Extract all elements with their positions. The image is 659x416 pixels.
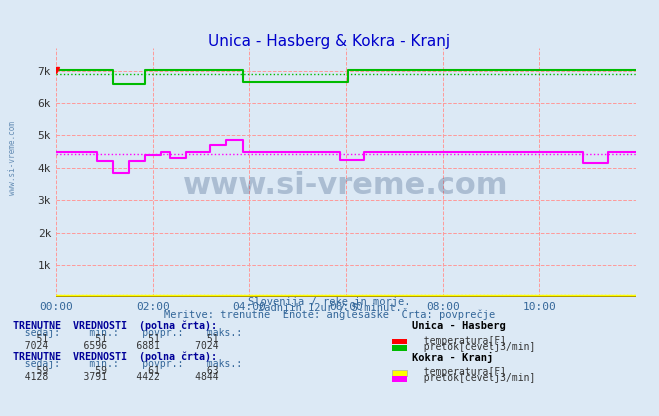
- Text: Slovenija / reke in morje.: Slovenija / reke in morje.: [248, 297, 411, 307]
- Text: zadnjih 12ur / 5 minut.: zadnjih 12ur / 5 minut.: [258, 303, 401, 313]
- Text: 4128      3791     4422      4844: 4128 3791 4422 4844: [13, 372, 219, 382]
- Text: www.si-vreme.com: www.si-vreme.com: [183, 171, 509, 200]
- Text: TRENUTNE  VREDNOSTI  (polna črta):: TRENUTNE VREDNOSTI (polna črta):: [13, 352, 217, 362]
- Text: temperatura[F]: temperatura[F]: [412, 367, 506, 377]
- Text: 51        51       51        51: 51 51 51 51: [13, 334, 219, 344]
- Text: 59        59       61        63: 59 59 61 63: [13, 366, 219, 376]
- Bar: [392, 345, 407, 351]
- Text: pretok[čevelj3/min]: pretok[čevelj3/min]: [412, 342, 535, 352]
- Text: Unica - Hasberg & Kokra - Kranj: Unica - Hasberg & Kokra - Kranj: [208, 34, 451, 49]
- Text: temperatura[F]: temperatura[F]: [412, 336, 506, 346]
- Text: pretok[čevelj3/min]: pretok[čevelj3/min]: [412, 373, 535, 384]
- Text: Kokra - Kranj: Kokra - Kranj: [412, 352, 493, 363]
- Text: www.si-vreme.com: www.si-vreme.com: [8, 121, 17, 195]
- Text: 7024      6596     6881      7024: 7024 6596 6881 7024: [13, 341, 219, 351]
- Text: Meritve: trenutne  Enote: anglešaške  Črta: povprečje: Meritve: trenutne Enote: anglešaške Črta…: [164, 308, 495, 320]
- Text: sedaj:     min.:    povpr.:    maks.:: sedaj: min.: povpr.: maks.:: [13, 328, 243, 338]
- Text: sedaj:     min.:    povpr.:    maks.:: sedaj: min.: povpr.: maks.:: [13, 359, 243, 369]
- Text: TRENUTNE  VREDNOSTI  (polna črta):: TRENUTNE VREDNOSTI (polna črta):: [13, 320, 217, 331]
- Bar: [392, 339, 407, 344]
- Text: Unica - Hasberg: Unica - Hasberg: [412, 322, 505, 332]
- Bar: [392, 370, 407, 376]
- Bar: [392, 376, 407, 382]
